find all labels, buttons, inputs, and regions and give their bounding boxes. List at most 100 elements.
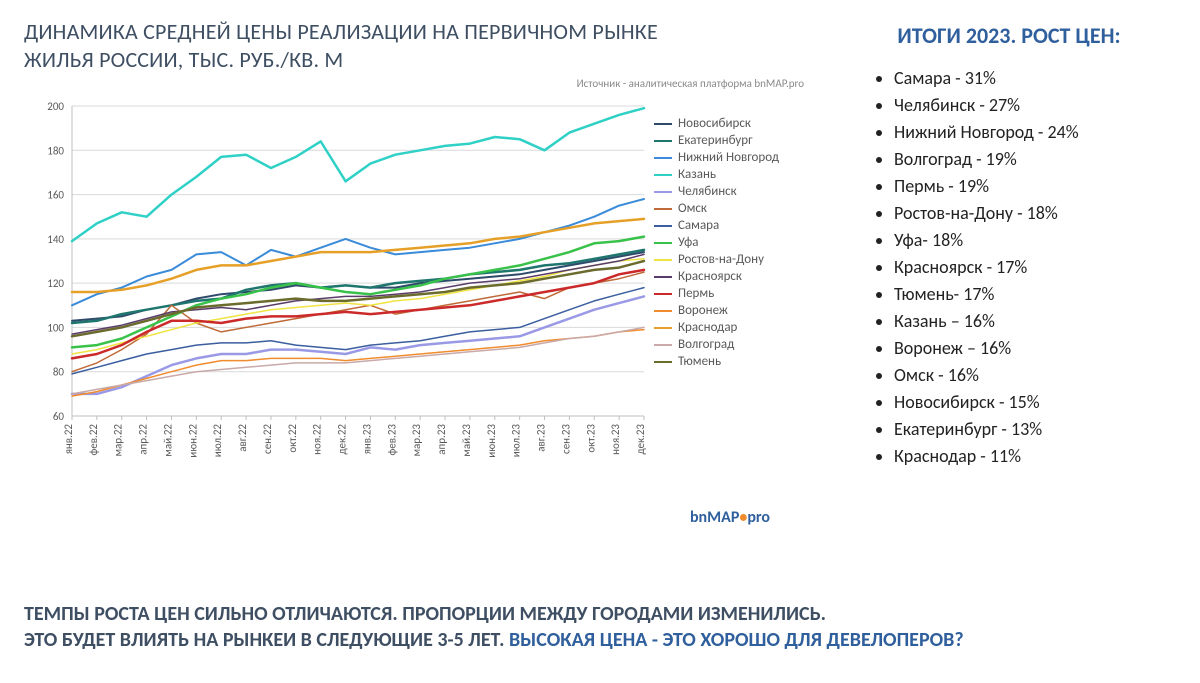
logo: bnMAP•pro [690, 508, 770, 527]
list-item: Самара - 31% [894, 67, 1176, 89]
legend-swatch [654, 208, 672, 210]
legend-swatch [654, 293, 672, 295]
price-growth-list: Самара - 31% Челябинск - 27% Нижний Новгор… [842, 67, 1176, 467]
legend-label: Ростов-на-Дону [678, 252, 764, 267]
legend-swatch [654, 344, 672, 346]
legend-label: Самара [678, 218, 719, 233]
bottom-line2-b: ВЫСОКАЯ ЦЕНА - ЭТО ХОРОШО ДЛЯ ДЕВЕЛОПЕРО… [509, 628, 964, 652]
svg-text:фев.22: фев.22 [87, 424, 100, 456]
legend-item: Челябинск [654, 184, 779, 199]
legend-item: Нижний Новгород [654, 150, 779, 165]
legend-swatch [654, 174, 672, 176]
legend-swatch [654, 157, 672, 159]
chart-wrap: 6080100120140160180200янв.22фев.22мар.22… [24, 96, 804, 476]
bottom-line2-a: ЭТО БУДЕТ ВЛИЯТЬ НА РЫНКЕИ В СЛЕДУЮЩИЕ 3… [24, 628, 509, 652]
legend-swatch [654, 361, 672, 363]
legend-label: Пермь [678, 286, 714, 301]
legend-swatch [654, 123, 672, 125]
svg-text:авг.23: авг.23 [535, 424, 548, 452]
list-item: Нижний Новгород - 24% [894, 121, 1176, 143]
svg-text:янв.23: янв.23 [360, 424, 373, 455]
legend-item: Самара [654, 218, 779, 233]
legend-label: Нижний Новгород [678, 150, 779, 165]
chart-column: ДИНАМИКА СРЕДНЕЙ ЦЕНЫ РЕАЛИЗАЦИИ НА ПЕРВ… [24, 18, 824, 476]
svg-text:80: 80 [53, 366, 65, 379]
legend-item: Краснодар [654, 320, 779, 335]
svg-text:мар.22: мар.22 [112, 424, 125, 457]
list-item: Уфа- 18% [894, 229, 1176, 251]
svg-text:янв.22: янв.22 [62, 424, 75, 455]
svg-text:дек.23: дек.23 [634, 424, 647, 455]
legend-swatch [654, 242, 672, 244]
svg-text:май.22: май.22 [161, 424, 174, 457]
legend-item: Волгоград [654, 337, 779, 352]
logo-map: MAP [707, 508, 739, 527]
legend-label: Волгоград [678, 337, 734, 352]
legend-swatch [654, 140, 672, 142]
list-item: Краснодар - 11% [894, 445, 1176, 467]
legend-label: Екатеринбург [678, 133, 753, 148]
list-item: Омск - 16% [894, 364, 1176, 386]
list-item: Челябинск - 27% [894, 94, 1176, 116]
legend: Новосибирск Екатеринбург Нижний Новгород Ка… [654, 116, 779, 371]
chart-title-line2: ЖИЛЬЯ РОССИИ, ТЫС. РУБ./КВ. М [24, 46, 343, 73]
legend-item: Омск [654, 201, 779, 216]
legend-label: Красноярск [678, 269, 742, 284]
chart-title-line1: ДИНАМИКА СРЕДНЕЙ ЦЕНЫ РЕАЛИЗАЦИИ НА ПЕРВ… [24, 18, 658, 45]
legend-label: Тюмень [678, 354, 721, 369]
svg-text:сен.22: сен.22 [261, 424, 274, 454]
legend-label: Омск [678, 201, 707, 216]
svg-text:60: 60 [53, 410, 65, 423]
page: ДИНАМИКА СРЕДНЕЙ ЦЕНЫ РЕАЛИЗАЦИИ НА ПЕРВ… [0, 0, 1200, 683]
logo-bn: bn [690, 508, 707, 527]
legend-item: Красноярск [654, 269, 779, 284]
svg-text:май.23: май.23 [460, 424, 473, 457]
legend-swatch [654, 225, 672, 227]
svg-text:июл.22: июл.22 [211, 424, 224, 458]
legend-label: Новосибирск [678, 116, 751, 131]
list-item: Воронеж – 16% [894, 337, 1176, 359]
legend-label: Воронеж [678, 303, 728, 318]
legend-item: Екатеринбург [654, 133, 779, 148]
legend-label: Казань [678, 167, 716, 182]
right-title: ИТОГИ 2023. РОСТ ЦЕН: [842, 22, 1176, 49]
legend-label: Челябинск [678, 184, 737, 199]
svg-text:100: 100 [47, 321, 64, 334]
legend-swatch [654, 310, 672, 312]
svg-text:200: 200 [47, 100, 64, 113]
legend-item: Тюмень [654, 354, 779, 369]
list-item: Екатеринбург - 13% [894, 418, 1176, 440]
list-item: Красноярск - 17% [894, 256, 1176, 278]
svg-text:апр.23: апр.23 [435, 424, 448, 455]
svg-text:июн.23: июн.23 [485, 424, 498, 458]
svg-text:апр.22: апр.22 [137, 424, 150, 455]
legend-item: Пермь [654, 286, 779, 301]
svg-text:160: 160 [47, 189, 64, 202]
svg-text:окт.22: окт.22 [286, 424, 299, 453]
list-item: Пермь - 19% [894, 175, 1176, 197]
legend-item: Казань [654, 167, 779, 182]
svg-text:авг.22: авг.22 [236, 424, 249, 452]
svg-text:120: 120 [47, 277, 64, 290]
chart-source: Источник - аналитическая платформа bnMAP… [24, 77, 804, 90]
list-item: Тюмень- 17% [894, 283, 1176, 305]
legend-item: Ростов-на-Дону [654, 252, 779, 267]
svg-text:ноя.23: ноя.23 [609, 424, 622, 455]
right-column: ИТОГИ 2023. РОСТ ЦЕН: Самара - 31% Челяби… [842, 18, 1176, 476]
svg-text:мар.23: мар.23 [410, 424, 423, 457]
list-item: Волгоград - 19% [894, 148, 1176, 170]
svg-text:окт.23: окт.23 [584, 424, 597, 453]
top-row: ДИНАМИКА СРЕДНЕЙ ЦЕНЫ РЕАЛИЗАЦИИ НА ПЕРВ… [24, 18, 1176, 476]
svg-text:сен.23: сен.23 [559, 424, 572, 454]
legend-swatch [654, 327, 672, 329]
logo-suffix: pro [747, 508, 770, 527]
svg-text:дек.22: дек.22 [336, 424, 349, 455]
list-item: Ростов-на-Дону - 18% [894, 202, 1176, 224]
legend-item: Уфа [654, 235, 779, 250]
svg-text:фев.23: фев.23 [385, 424, 398, 456]
svg-text:140: 140 [47, 233, 64, 246]
legend-item: Новосибирск [654, 116, 779, 131]
legend-swatch [654, 259, 672, 261]
legend-label: Краснодар [678, 320, 737, 335]
legend-swatch [654, 191, 672, 193]
